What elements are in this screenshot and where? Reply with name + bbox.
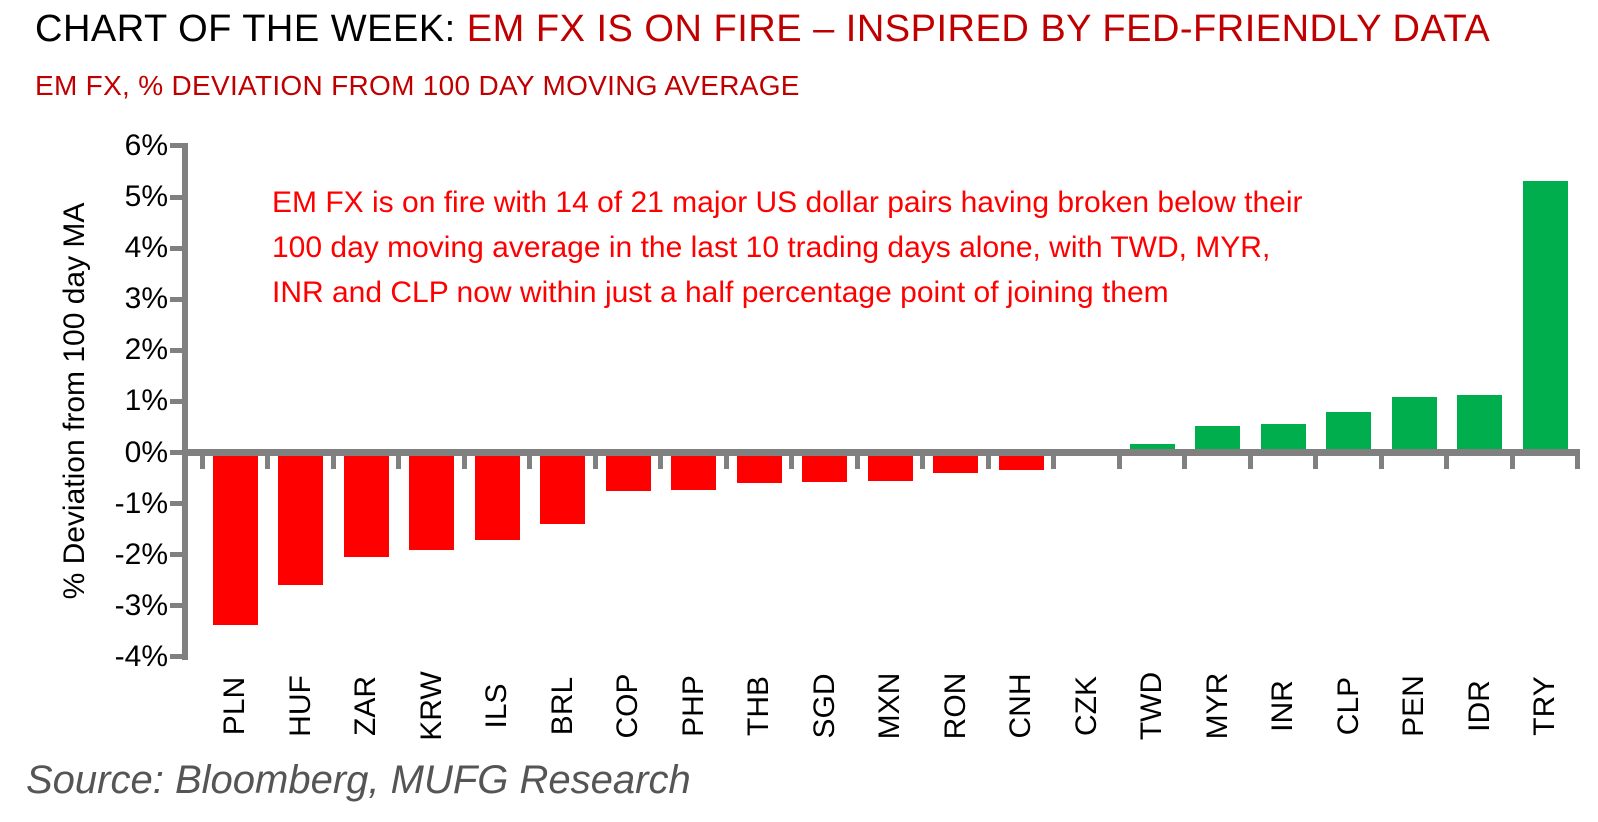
annotation-line-3: INR and CLP now within just a half perce… xyxy=(272,276,1169,309)
y-axis-tick-label: -1% xyxy=(114,486,168,520)
bar-inr xyxy=(1260,423,1306,453)
y-axis-tick-label: -3% xyxy=(114,588,168,622)
y-axis-tick-label: -2% xyxy=(114,537,168,571)
y-axis-tick xyxy=(170,450,183,455)
x-axis-label-pen: PEN xyxy=(1397,675,1430,737)
x-axis-tick xyxy=(658,456,664,469)
bar-mxn xyxy=(867,452,913,481)
x-axis-tick xyxy=(723,456,729,469)
bar-pln xyxy=(212,452,258,625)
y-axis-tick-label: 2% xyxy=(124,333,168,367)
bar-cop xyxy=(605,452,651,491)
x-axis-tick xyxy=(527,456,533,469)
x-axis-tick xyxy=(1247,456,1253,469)
x-axis-label-cop: COP xyxy=(611,673,644,739)
bar-ils xyxy=(474,452,520,540)
bar-cnh xyxy=(998,452,1044,470)
x-axis-label-try: TRY xyxy=(1528,676,1561,736)
x-axis-label-sgd: SGD xyxy=(807,673,841,739)
x-axis-label-myr: MYR xyxy=(1200,672,1234,740)
y-axis-tick xyxy=(170,398,183,404)
x-axis-label-huf: HUF xyxy=(283,675,317,737)
x-axis-label-inr: INR xyxy=(1266,680,1299,732)
y-axis-tick xyxy=(170,245,183,251)
y-axis-tick xyxy=(170,194,183,200)
y-axis-tick xyxy=(170,296,183,302)
y-axis-tick xyxy=(170,143,183,149)
x-axis-tick xyxy=(1509,456,1515,469)
x-axis-label-mxn: MXN xyxy=(873,672,906,740)
x-axis-tick xyxy=(265,456,271,469)
y-axis-tick-label: -4% xyxy=(114,639,168,673)
bar-krw xyxy=(409,452,454,550)
x-axis-tick xyxy=(789,456,795,469)
y-axis-title: % Deviation from 100 day MA xyxy=(58,202,91,600)
x-axis-tick xyxy=(920,456,926,469)
x-axis-tick xyxy=(592,456,598,469)
bar-brl xyxy=(540,452,585,524)
x-axis-tick xyxy=(1182,456,1188,469)
source-caption: Source: Bloomberg, MUFG Research xyxy=(26,758,691,802)
x-axis-label-ils: ILS xyxy=(480,683,513,729)
annotation-line-2: 100 day moving average in the last 10 tr… xyxy=(272,231,1271,264)
page-title-red: EM FX IS ON FIRE – INSPIRED BY FED-FRIEN… xyxy=(466,8,1491,50)
x-axis-tick xyxy=(199,456,205,469)
x-axis-tick xyxy=(1116,456,1122,469)
page-title-black: CHART OF THE WEEK: xyxy=(35,8,467,50)
x-axis-label-cnh: CNH xyxy=(1004,673,1037,739)
x-axis-label-krw: KRW xyxy=(414,671,448,741)
x-axis-label-clp: CLP xyxy=(1331,676,1365,736)
x-axis-label-twd: TWD xyxy=(1135,671,1168,741)
x-axis-tick xyxy=(1313,456,1319,469)
y-axis-tick xyxy=(170,654,183,660)
x-axis-tick xyxy=(461,456,467,469)
x-axis-label-thb: THB xyxy=(742,676,775,736)
bar-try xyxy=(1522,180,1568,453)
bar-thb xyxy=(736,452,782,483)
x-axis-tick xyxy=(1444,456,1450,469)
x-axis-label-ron: RON xyxy=(938,672,972,740)
bar-idr xyxy=(1457,394,1502,453)
x-axis-label-php: PHP xyxy=(676,675,710,737)
y-axis-tick xyxy=(170,347,183,353)
x-axis-tick xyxy=(985,456,991,469)
y-axis-tick-label: 5% xyxy=(124,180,168,213)
page-title: CHART OF THE WEEK: EM FX IS ON FIRE – IN… xyxy=(35,8,1490,51)
x-axis-label-idr: IDR xyxy=(1462,680,1496,732)
y-axis-tick-label: 6% xyxy=(124,128,168,162)
bar-sgd xyxy=(802,452,847,482)
x-axis-tick xyxy=(854,456,860,469)
x-axis-tick xyxy=(1051,456,1057,469)
x-axis-line xyxy=(182,449,1580,456)
y-axis-tick xyxy=(170,552,183,558)
bar-ron xyxy=(933,452,978,473)
chart-subtitle: EM FX, % DEVIATION FROM 100 DAY MOVING A… xyxy=(35,70,800,101)
y-axis-line xyxy=(182,142,188,660)
annotation-line-1: EM FX is on fire with 14 of 21 major US … xyxy=(272,186,1303,219)
bar-twd xyxy=(1129,443,1175,453)
bar-php xyxy=(671,452,716,490)
x-axis-label-zar: ZAR xyxy=(349,676,382,736)
bar-pen xyxy=(1391,396,1437,453)
x-axis-tick xyxy=(1378,456,1384,469)
bar-myr xyxy=(1195,425,1240,453)
x-axis-tick xyxy=(1575,456,1581,469)
y-axis-tick-label: 3% xyxy=(124,282,168,316)
y-axis-tick-label: 1% xyxy=(124,384,168,418)
y-axis-tick xyxy=(170,501,183,507)
x-axis-label-pln: PLN xyxy=(218,676,251,736)
x-axis-tick xyxy=(330,456,336,469)
bar-clp xyxy=(1326,411,1371,453)
bar-huf xyxy=(278,452,323,585)
y-axis-tick-label: 4% xyxy=(124,231,168,265)
x-axis-label-czk: CZK xyxy=(1069,676,1103,736)
bar-zar xyxy=(343,452,389,557)
y-axis-tick xyxy=(170,603,183,609)
annotation-text: EM FX is on fire with 14 of 21 major US … xyxy=(272,180,1302,315)
x-axis-label-brl: BRL xyxy=(545,676,579,736)
y-axis-tick-label: 0% xyxy=(124,435,168,469)
x-axis-tick xyxy=(396,456,402,469)
